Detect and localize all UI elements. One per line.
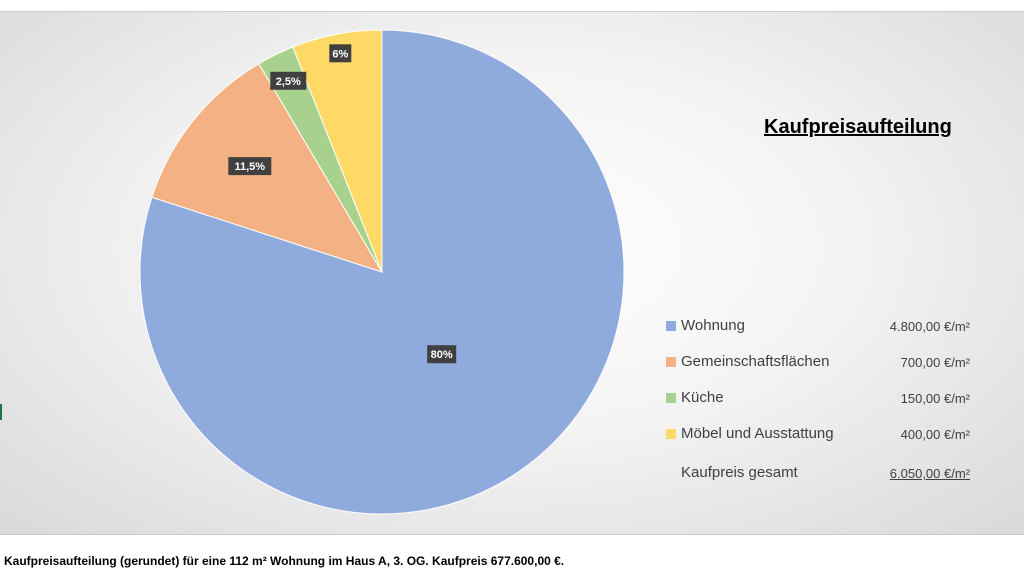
data-label-box-moebel-und-ausstattung	[329, 44, 352, 63]
legend-swatch-gemeinschaftsflaechen	[666, 357, 676, 367]
pie-slice-wohnung[interactable]	[139, 29, 625, 515]
legend-item-gemeinschaftsflaechen: Gemeinschaftsflächen 700,00 €/m²	[666, 350, 986, 386]
legend-item-wohnung: Wohnung 4.800,00 €/m²	[666, 314, 986, 350]
legend-swatch-moebel	[666, 429, 676, 439]
legend-label-wohnung: Wohnung	[681, 317, 745, 334]
chart-area[interactable]: 80% 11,5% 2,5% 6% Kaufpreisaufteilung Wohnu…	[0, 11, 1024, 535]
legend-label-gemeinschaftsflaechen: Gemeinschaftsflächen	[681, 353, 830, 370]
total-label: Kaufpreis gesamt	[681, 464, 798, 481]
data-label-text-moebel-und-ausstattung: 6%	[332, 48, 348, 60]
legend-item-kueche: Küche 150,00 €/m²	[666, 386, 986, 422]
legend-label-moebel: Möbel und Ausstattung	[681, 425, 834, 442]
legend-value-kueche: 150,00 €/m²	[900, 391, 970, 406]
legend-value-moebel: 400,00 €/m²	[900, 427, 970, 442]
legend-value-wohnung: 4.800,00 €/m²	[889, 319, 970, 334]
data-label-box-wohnung	[427, 345, 457, 364]
data-label-box-gemeinschaftsflaechen	[228, 157, 272, 176]
data-label-wohnung: 80%	[427, 345, 457, 364]
pie-slices	[139, 29, 625, 515]
data-label-text-kueche: 2,5%	[276, 76, 301, 88]
caption: Kaufpreisaufteilung (gerundet) für eine …	[4, 554, 565, 568]
legend-item-moebel: Möbel und Ausstattung 400,00 €/m²	[666, 422, 986, 458]
chart-legend: Wohnung 4.800,00 €/m² Gemeinschaftsfläch…	[666, 314, 986, 494]
legend-swatch-wohnung	[666, 321, 676, 331]
data-label-box-kueche	[270, 71, 307, 90]
data-label-text-wohnung: 80%	[431, 349, 453, 361]
pie-slice-moebel-und-ausstattung[interactable]	[292, 29, 383, 273]
chart-title: Kaufpreisaufteilung	[764, 116, 952, 138]
total-value: 6.050,00 €/m²	[889, 466, 970, 481]
legend-value-gemeinschaftsflaechen: 700,00 €/m²	[900, 355, 970, 370]
data-label-gemeinschaftsflaechen: 11,5%	[228, 157, 272, 176]
legend-label-kueche: Küche	[681, 389, 724, 406]
data-label-kueche: 2,5%	[270, 71, 307, 90]
pie-chart: 80% 11,5% 2,5% 6%	[139, 29, 625, 515]
data-label-text-gemeinschaftsflaechen: 11,5%	[235, 161, 266, 173]
legend-swatch-kueche	[666, 393, 676, 403]
total-row: Kaufpreis gesamt 6.050,00 €/m²	[666, 464, 986, 494]
cell-marker	[0, 404, 2, 420]
pie-data-labels: 80% 11,5% 2,5% 6%	[228, 44, 457, 364]
data-label-moebel-und-ausstattung: 6%	[329, 44, 352, 63]
